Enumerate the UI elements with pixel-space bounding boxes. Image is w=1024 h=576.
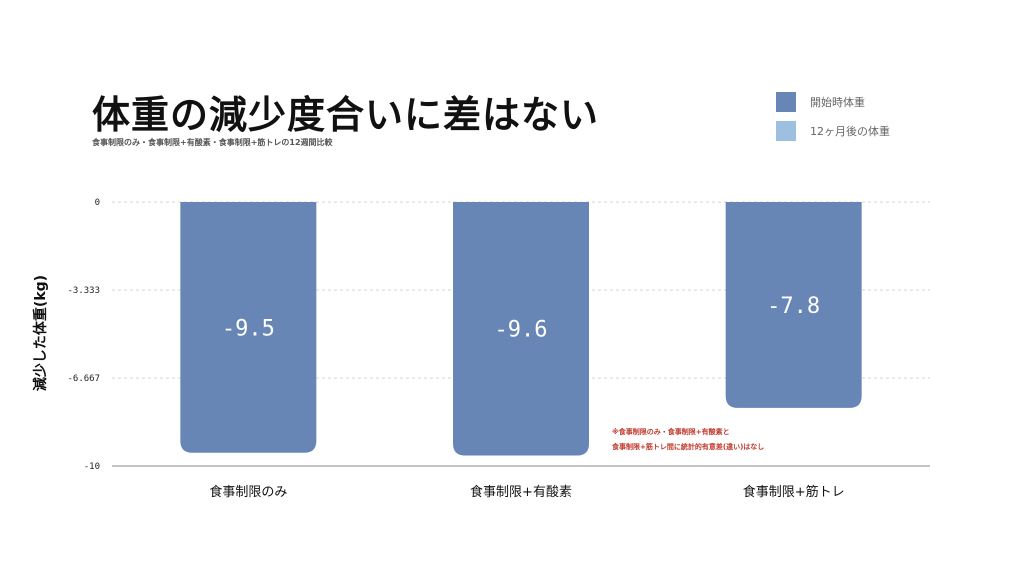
x-tick-label: 食事制限+筋トレ	[743, 484, 845, 500]
y-tick-label: -3.333	[67, 286, 100, 296]
legend: 開始時体重 12ヶ月後の体重	[776, 92, 890, 150]
legend-swatch-12months	[776, 121, 796, 141]
legend-swatch-start	[776, 92, 796, 112]
note-line-2: 食事制限+筋トレ間に統計的有意差(違い)はなし	[612, 443, 765, 451]
legend-item-12months: 12ヶ月後の体重	[776, 121, 890, 141]
legend-label-12months: 12ヶ月後の体重	[810, 125, 890, 138]
y-tick-label: -6.667	[67, 374, 100, 384]
data-label: -9.5	[222, 316, 275, 341]
x-tick-label: 食事制限のみ	[209, 484, 287, 500]
bar	[725, 202, 862, 408]
data-label: -9.6	[495, 318, 548, 343]
note-line-1: ※食事制限のみ・食事制限+有酸素と	[612, 428, 730, 436]
bar	[180, 202, 317, 453]
legend-item-start: 開始時体重	[776, 92, 890, 112]
significance-note: ※食事制限のみ・食事制限+有酸素と 食事制限+筋トレ間に統計的有意差(違い)はな…	[612, 425, 764, 455]
bar	[453, 202, 589, 456]
x-tick-label: 食事制限+有酸素	[470, 484, 572, 500]
y-tick-label: -10	[84, 462, 100, 472]
y-tick-label: 0	[95, 198, 100, 208]
chart-title: 体重の減少度合いに差はない	[92, 93, 600, 137]
legend-label-start: 開始時体重	[810, 96, 865, 109]
chart-subtitle: 食事制限のみ・食事制限+有酸素・食事制限+筋トレの12週間比較	[92, 138, 333, 147]
data-label: -7.8	[767, 294, 820, 319]
